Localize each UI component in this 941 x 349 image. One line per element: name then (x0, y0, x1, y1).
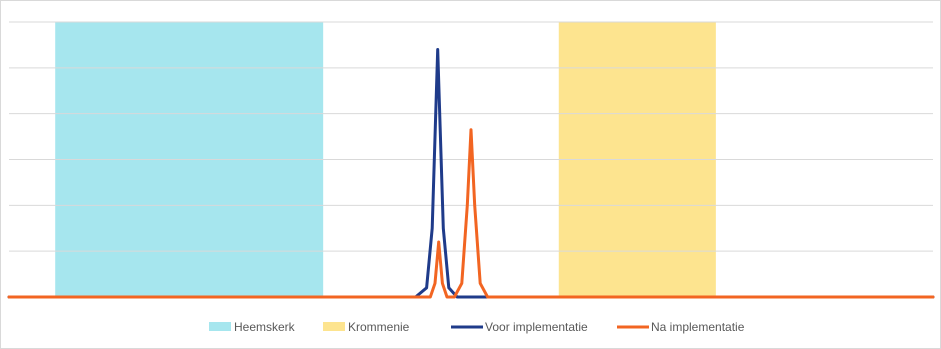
legend: Heemskerk Krommenie Voor implementatie Na i… (209, 320, 745, 334)
legend-label-voor-implementatie: Voor implementatie (485, 320, 588, 334)
legend-swatch-heemskerk (209, 322, 231, 331)
series-line-na (7, 128, 935, 299)
legend-label-heemskerk: Heemskerk (234, 320, 296, 334)
legend-label-na-implementatie: Na implementatie (651, 320, 745, 334)
legend-label-krommenie: Krommenie (348, 320, 410, 334)
series-lines (7, 48, 935, 299)
legend-swatch-krommenie (323, 322, 345, 331)
series-line-voor (7, 48, 935, 299)
